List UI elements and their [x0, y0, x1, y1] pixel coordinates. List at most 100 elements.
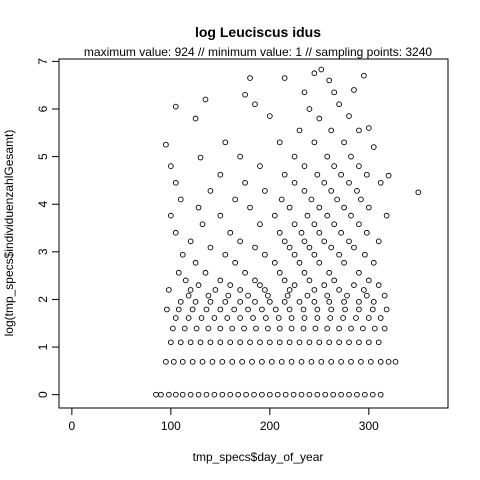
data-point: [192, 259, 199, 266]
data-point: [286, 339, 293, 346]
data-point: [306, 391, 313, 398]
data-point: [351, 87, 357, 93]
data-point: [222, 139, 229, 146]
data-point: [291, 179, 298, 186]
data-point: [263, 315, 269, 321]
y-tick-label: 6: [36, 105, 50, 112]
x-tick-label: 0: [69, 419, 76, 433]
data-point: [321, 238, 328, 245]
data-point: [167, 212, 174, 219]
data-point: [370, 144, 377, 150]
data-point: [185, 315, 192, 321]
data-point: [237, 315, 243, 321]
data-point: [370, 259, 377, 266]
data-point: [356, 339, 362, 346]
data-point: [330, 391, 337, 398]
data-point: [351, 244, 357, 251]
data-point: [195, 391, 202, 398]
data-point: [291, 251, 298, 258]
data-point: [207, 339, 214, 346]
data-point: [365, 339, 372, 346]
data-point: [217, 171, 224, 178]
data-point: [383, 212, 390, 219]
data-point: [324, 153, 331, 160]
data-point: [338, 391, 344, 398]
data-point: [177, 298, 184, 305]
data-point: [381, 325, 388, 332]
data-point: [311, 251, 318, 258]
data-point: [341, 298, 347, 305]
data-point: [377, 358, 384, 365]
data-point: [331, 89, 338, 96]
data-point: [291, 153, 298, 160]
data-point: [377, 391, 384, 398]
data-point: [344, 292, 350, 299]
data-point: [381, 292, 388, 299]
data-point: [189, 306, 196, 313]
data-point: [296, 298, 303, 305]
data-point: [340, 315, 346, 321]
data-point: [354, 391, 360, 398]
data-point: [365, 204, 372, 211]
data-point: [369, 306, 376, 313]
data-point: [172, 103, 179, 110]
data-point: [281, 277, 288, 284]
data-point: [363, 229, 370, 236]
data-point: [217, 339, 224, 346]
data-point: [318, 66, 325, 73]
data-point: [247, 339, 253, 346]
data-point: [187, 287, 194, 293]
data-point: [322, 391, 329, 398]
data-point: [232, 196, 239, 203]
data-point: [245, 292, 251, 299]
data-point: [272, 306, 279, 313]
data-point: [193, 325, 200, 332]
data-point: [304, 292, 311, 299]
data-point: [369, 391, 376, 398]
data-point: [314, 315, 321, 321]
data-point: [314, 171, 321, 178]
data-point: [328, 188, 335, 194]
data-point: [363, 292, 370, 299]
data-point: [242, 91, 248, 98]
data-point: [377, 315, 384, 321]
data-point: [328, 306, 335, 313]
data-point: [356, 269, 362, 276]
data-point: [239, 358, 245, 365]
data-point: [291, 282, 298, 289]
data-point: [311, 139, 318, 146]
data-point: [306, 277, 313, 284]
data-point: [281, 171, 288, 178]
y-tick-label: 2: [36, 296, 50, 303]
y-tick-label: 0: [36, 391, 50, 398]
data-point: [296, 259, 303, 266]
data-point: [211, 391, 218, 398]
y-tick-label: 7: [36, 58, 50, 65]
data-point: [241, 325, 247, 332]
data-point: [281, 298, 288, 305]
data-point: [253, 325, 259, 332]
data-point: [356, 298, 362, 305]
data-point: [259, 306, 265, 313]
data-point: [257, 339, 263, 346]
data-point: [288, 358, 295, 365]
data-point: [192, 298, 199, 305]
data-point: [249, 358, 255, 365]
data-point: [301, 238, 308, 245]
data-point: [187, 391, 194, 398]
data-point: [327, 315, 334, 321]
data-point: [286, 306, 293, 313]
data-point: [172, 229, 179, 236]
data-point: [365, 125, 372, 131]
data-point: [281, 238, 288, 245]
data-point: [328, 127, 335, 134]
data-point: [284, 292, 291, 299]
data-point: [331, 277, 338, 284]
data-point: [163, 358, 169, 365]
data-point: [257, 163, 263, 169]
data-point: [199, 358, 206, 365]
data-point: [232, 259, 239, 266]
data-point: [301, 163, 308, 169]
data-point: [179, 391, 186, 398]
data-point: [312, 325, 319, 332]
